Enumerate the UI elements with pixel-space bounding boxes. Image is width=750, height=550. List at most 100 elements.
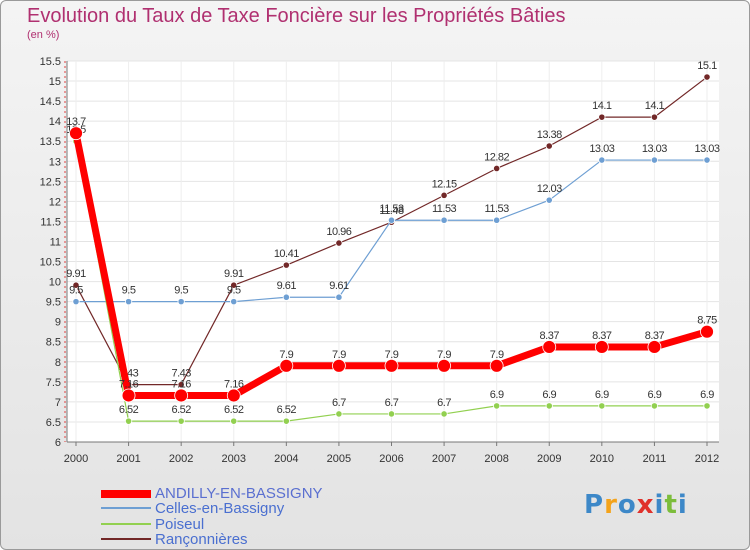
- data-point-ranconnieres: [650, 113, 659, 121]
- data-point-celles-en-bassigny: [493, 216, 501, 224]
- data-label-poiseul: 6.9: [490, 389, 504, 401]
- data-label-ranconnieres: 14.1: [645, 100, 665, 112]
- logo-letter: o: [617, 490, 637, 520]
- proxiti-logo: Proxiti: [584, 490, 688, 520]
- chart-subtitle: (en %): [27, 29, 60, 41]
- data-point-poiseul: [440, 410, 448, 418]
- x-tick-label: 2012: [695, 453, 719, 465]
- data-label-andilly-en-bassigny: 8.37: [540, 330, 560, 342]
- data-point-celles-en-bassigny: [124, 298, 133, 306]
- data-point-celles-en-bassigny: [335, 293, 343, 301]
- logo-letter: i: [677, 490, 688, 520]
- data-label-poiseul: 6.52: [277, 404, 297, 416]
- x-tick-label: 2000: [64, 453, 88, 465]
- y-tick-label: 10.5: [40, 257, 61, 269]
- x-tick-label: 2010: [590, 453, 614, 465]
- y-tick-label: 14.5: [40, 96, 61, 108]
- data-label-celles-en-bassigny: 13.03: [694, 143, 719, 155]
- data-label-ranconnieres: 15.1: [697, 60, 717, 72]
- plot-area: [67, 61, 719, 442]
- data-point-andilly-en-bassigny: [226, 388, 241, 403]
- data-point-ranconnieres: [282, 261, 290, 269]
- data-point-celles-en-bassigny: [387, 216, 396, 224]
- data-point-celles-en-bassigny: [545, 196, 553, 204]
- data-label-poiseul: 6.9: [542, 389, 556, 401]
- data-label-celles-en-bassigny: 9.5: [69, 285, 83, 297]
- data-point-poiseul: [335, 410, 343, 418]
- data-label-poiseul: 6.52: [171, 404, 191, 416]
- data-point-ranconnieres: [72, 281, 80, 289]
- logo-letter: x: [636, 490, 655, 520]
- y-tick-label: 11: [50, 236, 61, 248]
- y-tick-label: 13: [49, 156, 61, 168]
- y-tick-label: 15.5: [40, 56, 61, 68]
- data-point-poiseul: [650, 402, 659, 410]
- data-label-celles-en-bassigny: 9.61: [329, 280, 349, 292]
- legend-swatch-celles: [101, 507, 151, 509]
- data-point-andilly-en-bassigny: [121, 388, 136, 403]
- data-point-celles-en-bassigny: [703, 156, 711, 164]
- data-label-andilly-en-bassigny: 8.37: [645, 330, 665, 342]
- data-label-ranconnieres: 10.96: [326, 226, 351, 238]
- x-tick-label: 2007: [432, 453, 456, 465]
- y-tick-label: 12: [49, 196, 61, 208]
- data-point-poiseul: [703, 402, 711, 410]
- data-label-ranconnieres: 13.38: [537, 129, 562, 141]
- data-point-celles-en-bassigny: [177, 298, 185, 306]
- data-label-andilly-en-bassigny: 7.9: [490, 349, 504, 361]
- legend-label-ranconnieres: Rançonnières: [155, 531, 248, 548]
- data-label-celles-en-bassigny: 9.5: [227, 285, 241, 297]
- y-tick-label: 6: [55, 437, 61, 449]
- data-point-andilly-en-bassigny: [542, 340, 557, 354]
- data-point-poiseul: [387, 410, 396, 418]
- y-tick-label: 8: [55, 357, 61, 369]
- data-point-ranconnieres: [545, 142, 553, 150]
- data-point-poiseul: [124, 417, 133, 425]
- data-point-andilly-en-bassigny: [384, 358, 399, 373]
- logo-letter: t: [664, 490, 678, 520]
- x-tick-label: 2001: [116, 453, 140, 465]
- x-tick-label: 2003: [222, 453, 246, 465]
- data-label-andilly-en-bassigny: 7.9: [385, 349, 399, 361]
- chart-title: Evolution du Taux de Taxe Foncière sur l…: [27, 5, 566, 27]
- y-tick-label: 7.5: [46, 377, 61, 389]
- data-label-poiseul: 6.52: [119, 404, 139, 416]
- data-label-celles-en-bassigny: 13.03: [589, 143, 614, 155]
- data-point-celles-en-bassigny: [230, 298, 238, 306]
- data-point-ranconnieres: [177, 381, 185, 389]
- data-label-andilly-en-bassigny: 7.9: [279, 349, 293, 361]
- legend-label-celles: Celles-en-Bassigny: [155, 500, 285, 517]
- data-label-andilly-en-bassigny: 7.16: [119, 378, 139, 390]
- data-label-celles-en-bassigny: 9.61: [277, 280, 297, 292]
- data-point-celles-en-bassigny: [440, 216, 448, 224]
- data-point-andilly-en-bassigny: [647, 340, 662, 354]
- data-point-poiseul: [177, 417, 185, 425]
- data-point-andilly-en-bassigny: [700, 324, 714, 339]
- data-point-andilly-en-bassigny: [279, 358, 294, 373]
- data-point-ranconnieres: [335, 239, 343, 247]
- legend-swatch-ranconnieres: [101, 538, 151, 540]
- x-tick-label: 2009: [537, 453, 561, 465]
- data-label-ranconnieres: 12.82: [484, 151, 509, 163]
- data-label-poiseul: 6.7: [437, 397, 451, 409]
- data-point-celles-en-bassigny: [598, 156, 606, 164]
- data-label-andilly-en-bassigny: 7.9: [332, 349, 346, 361]
- data-point-ranconnieres: [493, 164, 501, 173]
- y-tick-label: 10: [49, 277, 61, 289]
- data-label-andilly-en-bassigny: 8.75: [697, 315, 717, 327]
- data-label-celles-en-bassigny: 9.5: [174, 285, 188, 297]
- logo-letter: P: [584, 490, 605, 520]
- data-label-ranconnieres: 10.41: [274, 248, 299, 260]
- legend-label-andilly: ANDILLY-EN-BASSIGNY: [155, 485, 323, 502]
- y-tick-label: 11.5: [40, 216, 61, 228]
- data-point-andilly-en-bassigny: [174, 388, 189, 403]
- data-label-andilly-en-bassigny: 13.7: [66, 116, 86, 128]
- data-label-celles-en-bassigny: 9.5: [122, 285, 136, 297]
- x-tick-label: 2006: [379, 453, 403, 465]
- data-point-ranconnieres: [230, 281, 238, 289]
- data-label-ranconnieres: 9.91: [66, 268, 86, 280]
- x-tick-label: 2011: [643, 453, 667, 465]
- data-label-celles-en-bassigny: 11.53: [379, 203, 404, 215]
